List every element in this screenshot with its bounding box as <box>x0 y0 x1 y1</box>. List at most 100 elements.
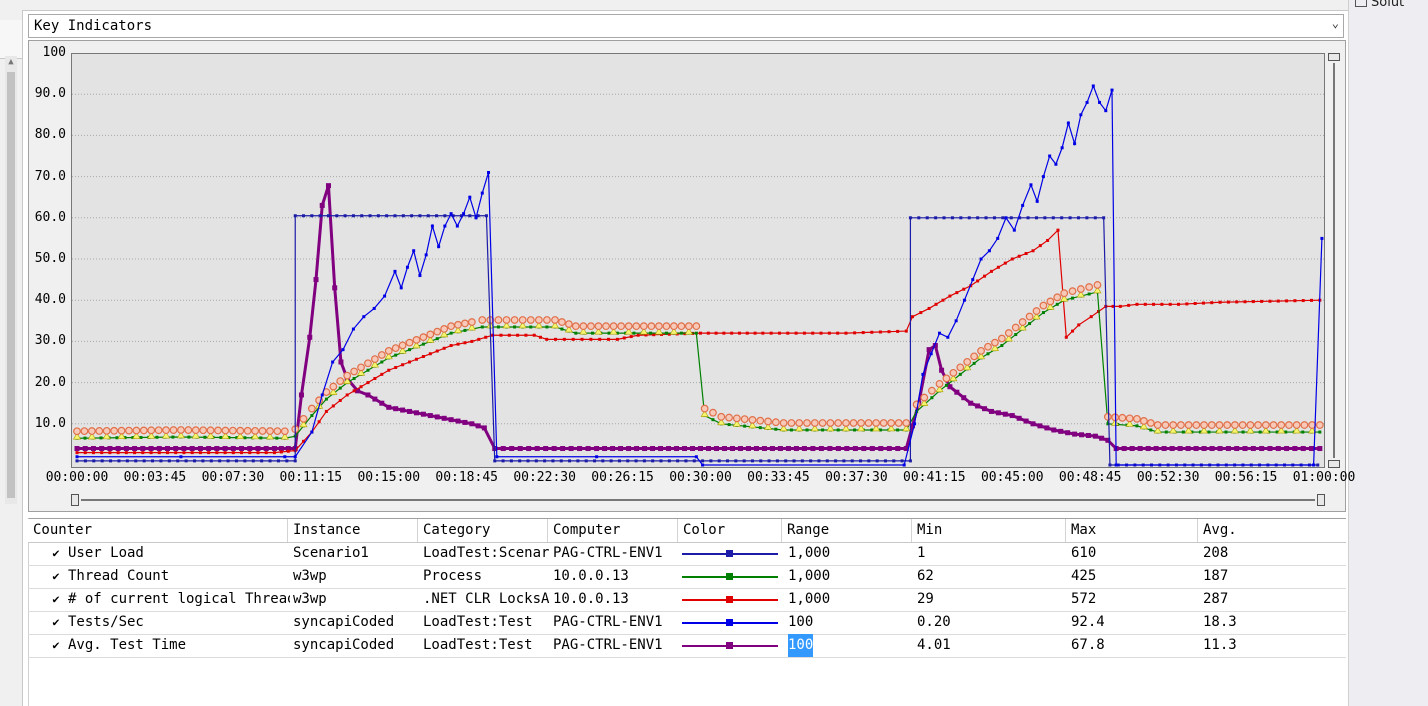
x-tick-label: 00:11:15 <box>279 470 343 485</box>
solution-explorer-panel <box>1348 0 1428 706</box>
table-row[interactable]: ✔ Thread Count w3wp Process 10.0.0.13 62 425 18… <box>28 565 1346 589</box>
cell-category: LoadTest:Test <box>423 637 533 653</box>
zoom-track <box>81 499 1315 501</box>
col-header-range[interactable]: Range <box>782 519 912 542</box>
cell-category: LoadTest:Test <box>423 614 533 630</box>
row-checkbox[interactable]: ✔ <box>52 592 60 606</box>
x-tick-label: 00:26:15 <box>591 470 654 485</box>
cell-max: 92.4 <box>1071 614 1105 630</box>
col-header-computer[interactable]: Computer <box>548 519 678 542</box>
cell-computer: 10.0.0.13 <box>553 591 629 607</box>
cell-avg: 208 <box>1203 545 1229 561</box>
cell-range[interactable]: 100 <box>788 634 814 657</box>
cell-max: 425 <box>1071 568 1097 584</box>
cell-computer: PAG-CTRL-ENV1 <box>553 545 663 561</box>
y-tick-label: 80.0 <box>34 127 66 143</box>
solution-explorer-tab[interactable]: Solut <box>1355 0 1404 10</box>
y-tick-label: 40.0 <box>34 292 66 308</box>
col-header-min[interactable]: Min <box>912 519 1066 542</box>
y-tick-label: 30.0 <box>34 333 66 349</box>
cell-min: 0.20 <box>917 614 951 630</box>
cell-min: 62 <box>917 568 934 584</box>
chart-vertical-zoom-bar[interactable] <box>1326 53 1342 468</box>
chart-horizontal-zoom-bar[interactable] <box>71 493 1325 507</box>
x-tick-label: 00:18:45 <box>435 470 498 485</box>
x-tick-label: 01:00:00 <box>1292 470 1356 485</box>
color-swatch[interactable] <box>682 596 778 603</box>
y-tick-label: 20.0 <box>34 374 66 390</box>
cell-counter: User Load <box>68 545 144 561</box>
x-tick-label: 00:52:30 <box>1136 470 1200 485</box>
top-strip <box>0 0 1348 11</box>
graph-selector-value: Key Indicators <box>34 18 153 34</box>
scrollbar-thumb[interactable] <box>7 72 15 498</box>
cell-range[interactable]: 1,000 <box>788 545 831 561</box>
color-swatch[interactable] <box>682 573 778 580</box>
cell-category: .NET CLR LocksAndThreads <box>423 591 550 607</box>
x-tick-label: 00:56:15 <box>1214 470 1278 485</box>
color-swatch-marker <box>726 573 733 580</box>
y-tick-label: 50.0 <box>34 251 66 266</box>
chevron-down-icon[interactable]: ⌄ <box>1331 16 1339 30</box>
color-swatch[interactable] <box>682 642 778 649</box>
y-tick-label: 70.0 <box>34 168 66 184</box>
cell-counter: Avg. Test Time <box>68 637 187 653</box>
cell-range[interactable]: 1,000 <box>788 568 831 584</box>
cell-max: 610 <box>1071 545 1097 561</box>
x-tick-label: 00:45:00 <box>980 470 1044 485</box>
cell-computer: 10.0.0.13 <box>553 568 629 584</box>
graph-selector-dropdown[interactable]: Key Indicators ⌄ <box>28 14 1344 38</box>
cell-instance: syncapiCoded <box>293 637 395 653</box>
col-header-counter[interactable]: Counter <box>28 519 288 542</box>
table-row[interactable]: ✔ User Load Scenario1 LoadTest:ScenarioPAG-… <box>28 542 1346 566</box>
row-checkbox[interactable]: ✔ <box>52 569 60 583</box>
zoom-handle-left[interactable] <box>71 494 79 506</box>
cell-counter: Tests/Sec <box>68 614 144 630</box>
x-tick-label: 00:41:15 <box>903 470 966 485</box>
row-checkbox[interactable]: ✔ <box>52 615 60 629</box>
x-tick-label: 00:03:45 <box>123 470 187 485</box>
cell-range[interactable]: 100 <box>788 614 814 630</box>
plot-area <box>71 53 1325 468</box>
col-header-max[interactable]: Max <box>1066 519 1198 542</box>
zoom-handle-top[interactable] <box>1328 53 1340 61</box>
color-swatch-marker <box>726 596 733 603</box>
zoom-handle-bottom[interactable] <box>1328 460 1340 468</box>
cell-category: Process <box>423 568 483 584</box>
left-vertical-scrollbar[interactable]: ▲ <box>5 56 17 504</box>
col-header-category[interactable]: Category <box>418 519 548 542</box>
cell-category: LoadTest:Scenario <box>423 545 550 561</box>
x-tick-label: 00:15:00 <box>357 470 421 485</box>
scroll-up-icon[interactable]: ▲ <box>8 57 14 67</box>
col-header-color[interactable]: Color <box>678 519 782 542</box>
x-tick-label: 00:00:00 <box>45 470 109 485</box>
table-row[interactable]: ✔ Avg. Test Time syncapiCoded LoadTest:Test… <box>28 634 1346 658</box>
col-header-instance[interactable]: Instance <box>288 519 418 542</box>
color-swatch-marker <box>726 642 733 649</box>
col-header-avg[interactable]: Avg. <box>1203 522 1237 538</box>
table-row[interactable]: ✔ # of current logical Threads w3wp .NET CL… <box>28 588 1346 612</box>
left-dock-tab[interactable] <box>0 20 22 59</box>
color-swatch[interactable] <box>682 619 778 626</box>
color-swatch-marker <box>726 619 733 626</box>
zoom-handle-right[interactable] <box>1317 494 1325 506</box>
color-swatch[interactable] <box>682 550 778 557</box>
cell-range[interactable]: 1,000 <box>788 591 831 607</box>
cell-avg: 18.3 <box>1203 614 1237 630</box>
table-row[interactable]: ✔ Tests/Sec syncapiCoded LoadTest:Test PAG-C… <box>28 611 1346 635</box>
cell-instance: syncapiCoded <box>293 614 395 630</box>
y-tick-label: 100 <box>42 45 66 60</box>
row-checkbox[interactable]: ✔ <box>52 546 60 560</box>
cell-min: 4.01 <box>917 637 951 653</box>
cell-counter: # of current logical Threads <box>68 591 290 607</box>
cell-min: 1 <box>917 545 926 561</box>
cell-computer: PAG-CTRL-ENV1 <box>553 637 663 653</box>
y-tick-label: 60.0 <box>34 209 66 225</box>
x-tick-label: 00:30:00 <box>669 470 732 485</box>
cell-max: 67.8 <box>1071 637 1105 653</box>
row-checkbox[interactable]: ✔ <box>52 638 60 652</box>
zoom-track <box>1333 63 1335 458</box>
cell-max: 572 <box>1071 591 1097 607</box>
cell-avg: 11.3 <box>1203 637 1237 653</box>
x-tick-label: 00:07:30 <box>201 470 265 485</box>
